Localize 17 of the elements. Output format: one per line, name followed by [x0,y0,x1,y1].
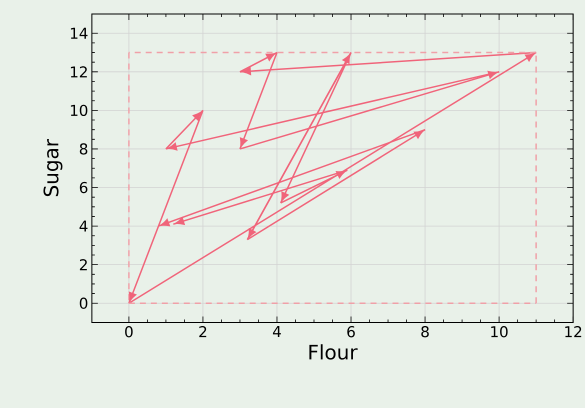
x-tick-label: 12 [565,326,582,337]
x-tick-label: 0 [125,326,133,338]
x-tick-label: 10 [491,326,508,338]
y-tick-label: 2 [80,258,87,270]
x-axis-title: Flour [309,344,358,360]
y-tick-label: 0 [80,297,88,309]
y-tick-label: 12 [70,66,87,78]
x-tick-label: 2 [199,326,206,337]
y-tick-label: 14 [70,28,88,39]
x-tick-label: 4 [272,326,281,337]
y-tick-label: 10 [70,104,88,116]
y-tick-label: 4 [80,220,88,232]
x-tick-label: 8 [421,326,429,338]
y-tick-label: 8 [80,143,88,154]
y-tick-label: 6 [80,182,88,194]
y-axis-title: Sugar [43,138,62,196]
x-tick-label: 6 [347,326,355,338]
